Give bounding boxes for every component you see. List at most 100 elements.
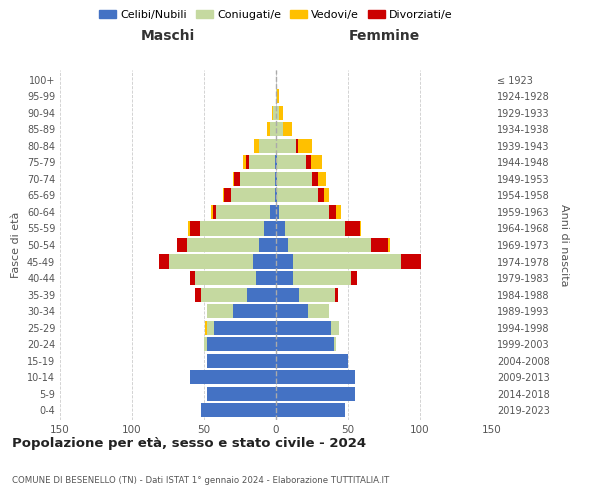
Bar <box>223 188 224 202</box>
Bar <box>351 271 356 285</box>
Bar <box>283 122 292 136</box>
Bar <box>276 254 293 268</box>
Bar <box>246 156 248 170</box>
Text: Femmine: Femmine <box>349 28 419 42</box>
Bar <box>276 304 308 318</box>
Bar <box>331 320 340 334</box>
Bar <box>323 188 329 202</box>
Bar <box>201 403 276 417</box>
Text: COMUNE DI BESENELLO (TN) - Dati ISTAT 1° gennaio 2024 - Elaborazione TUTTITALIA.: COMUNE DI BESENELLO (TN) - Dati ISTAT 1°… <box>12 476 389 485</box>
Bar <box>270 122 276 136</box>
Bar <box>276 370 355 384</box>
Bar <box>207 354 276 368</box>
Bar <box>233 172 234 186</box>
Bar <box>276 337 334 351</box>
Bar <box>329 205 337 219</box>
Bar <box>204 337 207 351</box>
Bar <box>253 254 276 268</box>
Bar <box>190 370 276 384</box>
Bar <box>276 222 284 235</box>
Bar <box>371 238 388 252</box>
Bar <box>318 172 326 186</box>
Bar <box>215 205 270 219</box>
Bar <box>201 288 247 302</box>
Bar <box>276 122 283 136</box>
Bar <box>276 106 279 120</box>
Bar <box>240 172 275 186</box>
Bar <box>232 188 275 202</box>
Bar <box>234 172 240 186</box>
Bar <box>212 205 215 219</box>
Bar <box>160 254 169 268</box>
Bar <box>311 156 322 170</box>
Bar <box>276 156 277 170</box>
Bar <box>190 222 200 235</box>
Bar <box>275 172 276 186</box>
Bar <box>276 205 279 219</box>
Bar <box>345 222 359 235</box>
Bar <box>275 188 276 202</box>
Bar <box>254 139 259 153</box>
Bar <box>211 205 212 219</box>
Bar <box>284 222 345 235</box>
Bar <box>243 156 246 170</box>
Y-axis label: Fasce di età: Fasce di età <box>11 212 21 278</box>
Bar <box>388 238 390 252</box>
Text: Popolazione per età, sesso e stato civile - 2024: Popolazione per età, sesso e stato civil… <box>12 437 366 450</box>
Bar <box>207 337 276 351</box>
Legend: Celibi/Nubili, Coniugati/e, Vedovi/e, Divorziati/e: Celibi/Nubili, Coniugati/e, Vedovi/e, Di… <box>95 6 457 25</box>
Bar <box>276 238 287 252</box>
Bar <box>196 288 201 302</box>
Bar <box>276 288 299 302</box>
Bar <box>293 271 351 285</box>
Bar <box>276 188 277 202</box>
Bar <box>296 139 298 153</box>
Bar <box>259 139 276 153</box>
Bar <box>169 254 253 268</box>
Text: Maschi: Maschi <box>141 28 195 42</box>
Bar <box>268 122 270 136</box>
Bar <box>318 188 323 202</box>
Bar <box>277 156 306 170</box>
Bar <box>277 172 312 186</box>
Bar <box>276 90 277 104</box>
Bar <box>207 320 214 334</box>
Bar <box>277 90 279 104</box>
Bar <box>279 106 283 120</box>
Bar <box>276 271 293 285</box>
Bar <box>275 156 276 170</box>
Bar <box>207 386 276 400</box>
Bar <box>276 386 355 400</box>
Y-axis label: Anni di nascita: Anni di nascita <box>559 204 569 286</box>
Bar <box>207 304 233 318</box>
Bar <box>270 205 276 219</box>
Bar <box>205 320 207 334</box>
Bar <box>247 288 276 302</box>
Bar <box>293 254 401 268</box>
Bar <box>298 139 312 153</box>
Bar <box>359 222 361 235</box>
Bar <box>265 222 276 235</box>
Bar <box>224 188 232 202</box>
Bar <box>335 288 338 302</box>
Bar <box>276 320 331 334</box>
Bar <box>276 172 277 186</box>
Bar <box>334 337 337 351</box>
Bar <box>279 205 329 219</box>
Bar <box>273 106 276 120</box>
Bar <box>196 271 256 285</box>
Bar <box>287 238 371 252</box>
Bar <box>276 139 296 153</box>
Bar <box>401 254 421 268</box>
Bar <box>276 354 348 368</box>
Bar <box>248 156 275 170</box>
Bar <box>299 288 335 302</box>
Bar <box>187 238 259 252</box>
Bar <box>256 271 276 285</box>
Bar <box>272 106 273 120</box>
Bar <box>308 304 329 318</box>
Bar <box>259 238 276 252</box>
Bar <box>276 403 345 417</box>
Bar <box>306 156 311 170</box>
Bar <box>188 222 190 235</box>
